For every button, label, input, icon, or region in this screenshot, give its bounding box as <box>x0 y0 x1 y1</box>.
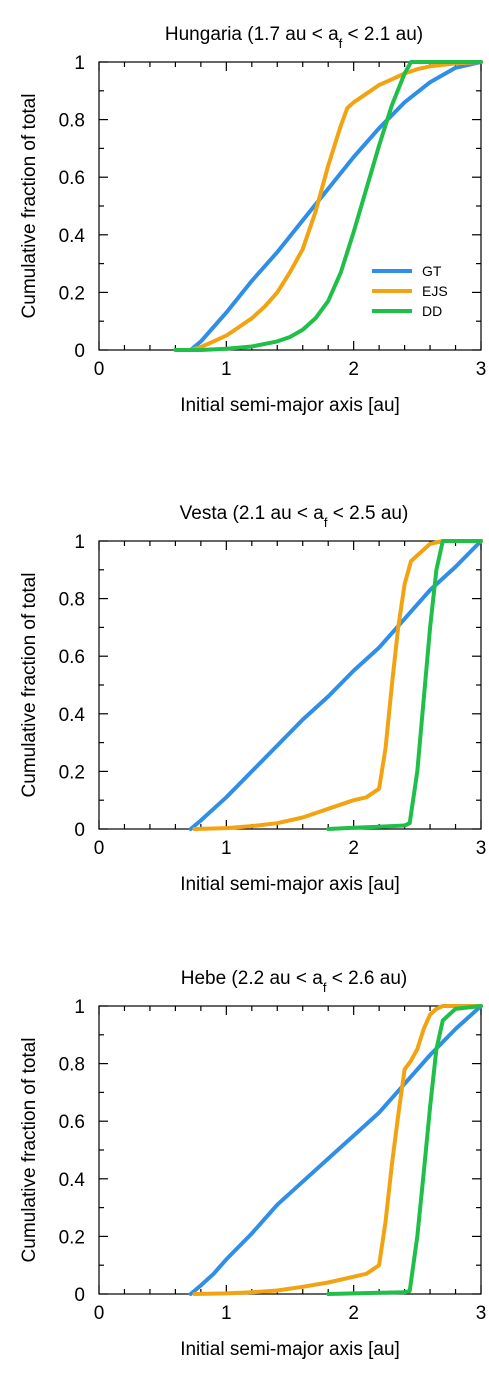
x-tick-label: 1 <box>221 359 232 380</box>
y-tick-label: 0 <box>74 820 85 841</box>
y-tick-label: 0.4 <box>59 226 86 247</box>
chart-title: Hebe (2.2 au < af < 2.6 au) <box>181 968 408 995</box>
x-tick-label: 2 <box>348 1303 359 1324</box>
legend-label-dd: DD <box>422 303 442 319</box>
y-tick-label: 0.2 <box>59 1227 85 1248</box>
x-tick-label: 0 <box>94 359 105 380</box>
y-tick-label: 0 <box>74 341 85 362</box>
chart-panel-3: Hebe (2.2 au < af < 2.6 au) 0 1 2 3 0 0.2 0.4 0.… <box>19 968 486 1360</box>
legend: GT EJS DD <box>372 263 448 319</box>
y-tick-label: 1 <box>74 532 85 553</box>
legend-label-ejs: EJS <box>422 283 448 299</box>
x-axis-title: Initial semi-major axis [au] <box>180 395 400 416</box>
chart-title-end: < 2.1 au) <box>342 24 423 45</box>
series-line-gt <box>188 1004 483 1296</box>
chart-title-main: Hungaria (1.7 au < a <box>165 24 339 45</box>
series-line-dd <box>326 1004 483 1296</box>
x-tick-label: 1 <box>221 1303 232 1324</box>
series-line-ejs <box>188 60 483 352</box>
x-tick-label: 3 <box>476 359 487 380</box>
series-line-ejs <box>192 1004 483 1296</box>
y-tick-label: 0.4 <box>59 1170 86 1191</box>
chart-title-end: < 2.5 au) <box>328 503 409 524</box>
x-tick-label: 3 <box>476 1303 487 1324</box>
legend-label-gt: GT <box>422 263 442 279</box>
chart-title: Hungaria (1.7 au < af < 2.1 au) <box>165 24 423 51</box>
y-axis-title: Cumulative fraction of total <box>19 1038 40 1263</box>
x-axis-title: Initial semi-major axis [au] <box>180 874 400 895</box>
y-tick-label: 0.6 <box>59 647 85 668</box>
series-line-gt <box>188 539 483 831</box>
y-tick-label: 0.2 <box>59 762 85 783</box>
x-tick-label: 0 <box>94 1303 105 1324</box>
series-line-ejs <box>192 539 483 831</box>
chart-panel-2: Vesta (2.1 au < af < 2.5 au) 0 1 2 3 0 0.2 0.4 0… <box>19 503 486 895</box>
chart-title-subscript: f <box>323 980 327 995</box>
y-tick-label: 0.6 <box>59 168 85 189</box>
chart-title-end: < 2.6 au) <box>326 968 407 989</box>
y-axis-title: Cumulative fraction of total <box>19 573 40 798</box>
y-tick-label: 0 <box>74 1285 85 1306</box>
x-tick-label: 2 <box>348 838 359 859</box>
chart-title: Vesta (2.1 au < af < 2.5 au) <box>180 503 409 530</box>
y-tick-label: 1 <box>74 997 85 1018</box>
chart-panel-1: Hungaria (1.7 au < af < 2.1 au) 0 1 2 3 0 0.2 0… <box>19 24 486 416</box>
x-tick-label: 2 <box>348 359 359 380</box>
x-axis-title: Initial semi-major axis [au] <box>180 1339 400 1360</box>
chart-title-main: Vesta (2.1 au < a <box>180 503 325 524</box>
y-tick-label: 1 <box>74 53 85 74</box>
y-axis-title: Cumulative fraction of total <box>19 94 40 319</box>
y-tick-label: 0.8 <box>59 111 85 132</box>
series-line-dd <box>326 539 483 831</box>
plot-frame <box>98 1005 482 1295</box>
series-line-dd <box>173 60 483 352</box>
x-tick-label: 1 <box>221 838 232 859</box>
x-tick-label: 3 <box>476 838 487 859</box>
chart-title-subscript: f <box>339 36 343 51</box>
chart-title-subscript: f <box>324 515 328 530</box>
y-tick-label: 0.4 <box>59 705 86 726</box>
y-tick-label: 0.2 <box>59 283 85 304</box>
x-tick-label: 0 <box>94 838 105 859</box>
chart-title-main: Hebe (2.2 au < a <box>181 968 324 989</box>
y-tick-label: 0.8 <box>59 590 85 611</box>
y-tick-label: 0.8 <box>59 1055 85 1076</box>
y-tick-label: 0.6 <box>59 1112 85 1133</box>
